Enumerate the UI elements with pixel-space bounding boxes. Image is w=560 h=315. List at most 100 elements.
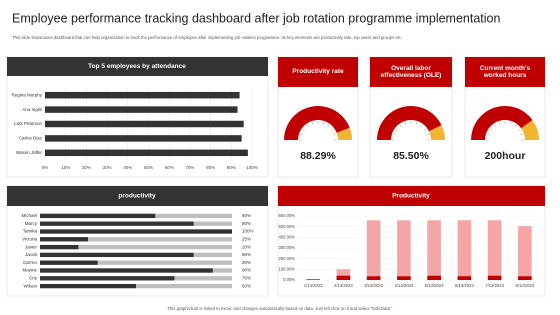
bar [427, 275, 441, 280]
y-tick-label: Javier [25, 244, 38, 249]
data-label: 30% [242, 260, 251, 265]
y-tick-label: 300.00% [278, 245, 295, 250]
y-tick-label: 0.00% [283, 277, 295, 282]
panel-header [7, 57, 268, 76]
gauge-value: 85.50% [393, 150, 429, 162]
x-tick-label: 40% [123, 165, 132, 170]
gauge-dial [399, 124, 402, 128]
x-tick-label: 2/13/2023 [334, 283, 353, 288]
bar [366, 276, 381, 280]
bar [40, 276, 175, 281]
y-tick-label: Wasim Jaffer [16, 150, 43, 155]
gauge-title: Overall labor effectiveness (OLE) [380, 64, 442, 79]
y-tick-label: Lark Peterson [14, 121, 43, 126]
y-tick-label: Tamika [23, 229, 38, 234]
gauge-dial [327, 124, 330, 128]
y-tick-label: Cris [29, 275, 38, 280]
bar [40, 268, 213, 273]
gauge-dial [493, 124, 496, 128]
y-tick-label: Ana Inglis [22, 107, 43, 112]
gauge-rest [521, 120, 539, 140]
bar [40, 237, 88, 242]
bar [518, 276, 532, 280]
bar [427, 220, 441, 280]
bar [518, 226, 532, 280]
gauge-dial [330, 128, 334, 131]
gauge-fill [471, 105, 533, 140]
data-label: 70% [242, 275, 251, 280]
x-tick-label: 10% [61, 165, 70, 170]
bar-track [40, 237, 232, 242]
gauge-dial [395, 128, 399, 131]
bar [397, 276, 411, 280]
y-tick-label: 400.00% [278, 234, 295, 239]
x-tick-label: 7/13/2023 [485, 283, 504, 288]
gauge-value: 88.29% [300, 150, 336, 162]
gauge-dial [333, 133, 337, 136]
data-label: 80% [242, 221, 251, 226]
bar [45, 120, 244, 128]
x-tick-label: 6/13/2023 [455, 283, 474, 288]
gauge-dial [415, 121, 418, 125]
x-tick-label: 90% [227, 165, 236, 170]
panel-title: Productivity [392, 193, 430, 200]
bar-track [40, 260, 232, 265]
gauge-dial [299, 133, 303, 136]
bar [336, 269, 351, 280]
gauge-title: Productivity rate [292, 68, 344, 76]
gauge-dial [322, 121, 325, 125]
gauge-dial [498, 121, 501, 125]
panel [6, 56, 269, 178]
panel-title: productivity [118, 193, 156, 200]
y-tick-label: Victoria [22, 236, 37, 241]
bar [40, 252, 194, 258]
bar [306, 279, 320, 280]
x-tick-label: 1/13/2023 [304, 283, 323, 288]
panel-header [370, 57, 452, 87]
panel-title: Top 5 employees by attendance [88, 63, 186, 70]
gauge-title: Current month's worked hours [479, 64, 531, 79]
panel-header [278, 57, 358, 87]
bar [45, 91, 240, 99]
gauge-dial [392, 133, 396, 136]
gauge-dial [514, 124, 517, 128]
bar [397, 220, 411, 280]
bar [40, 229, 232, 234]
x-tick-label: 80% [206, 165, 215, 170]
gauge-rest [428, 125, 445, 140]
bar [40, 221, 194, 226]
gauge-dial [520, 133, 524, 136]
panel-header [7, 186, 268, 206]
gauge-dial [306, 124, 309, 128]
y-tick-label: 100.00% [278, 266, 295, 271]
x-tick-label: 4/13/2023 [395, 283, 414, 288]
footer-note: This graph/chart is linked to excel, and… [167, 306, 392, 311]
y-tick-label: 500.00% [278, 224, 295, 229]
bar [45, 106, 238, 113]
y-tick-label: Wilson [23, 283, 37, 288]
data-label: 60% [242, 213, 251, 218]
panel-header [465, 57, 545, 87]
y-tick-label: Jacob [25, 252, 38, 257]
gauge-dial [426, 133, 430, 136]
data-label: 20% [242, 244, 251, 249]
data-label: 90% [242, 268, 251, 273]
bar [40, 260, 98, 265]
gauge-dial [302, 128, 306, 131]
y-tick-label: Regina Murphy [11, 92, 42, 97]
gauge-dial [404, 121, 407, 125]
x-tick-label: 60% [165, 165, 174, 170]
bar [457, 220, 472, 280]
x-tick-label: 5/13/2023 [425, 283, 444, 288]
bar [366, 220, 381, 280]
data-label: 25% [242, 236, 251, 241]
data-label: 80% [242, 252, 251, 257]
page-title: Employee performance tracking dashboard … [12, 11, 500, 25]
x-tick-label: 3/13/2023 [364, 283, 383, 288]
gauge-fill [377, 106, 442, 140]
bar-track [40, 244, 232, 250]
y-tick-label: Marcy [25, 221, 38, 226]
y-tick-label: Michael [21, 213, 37, 218]
